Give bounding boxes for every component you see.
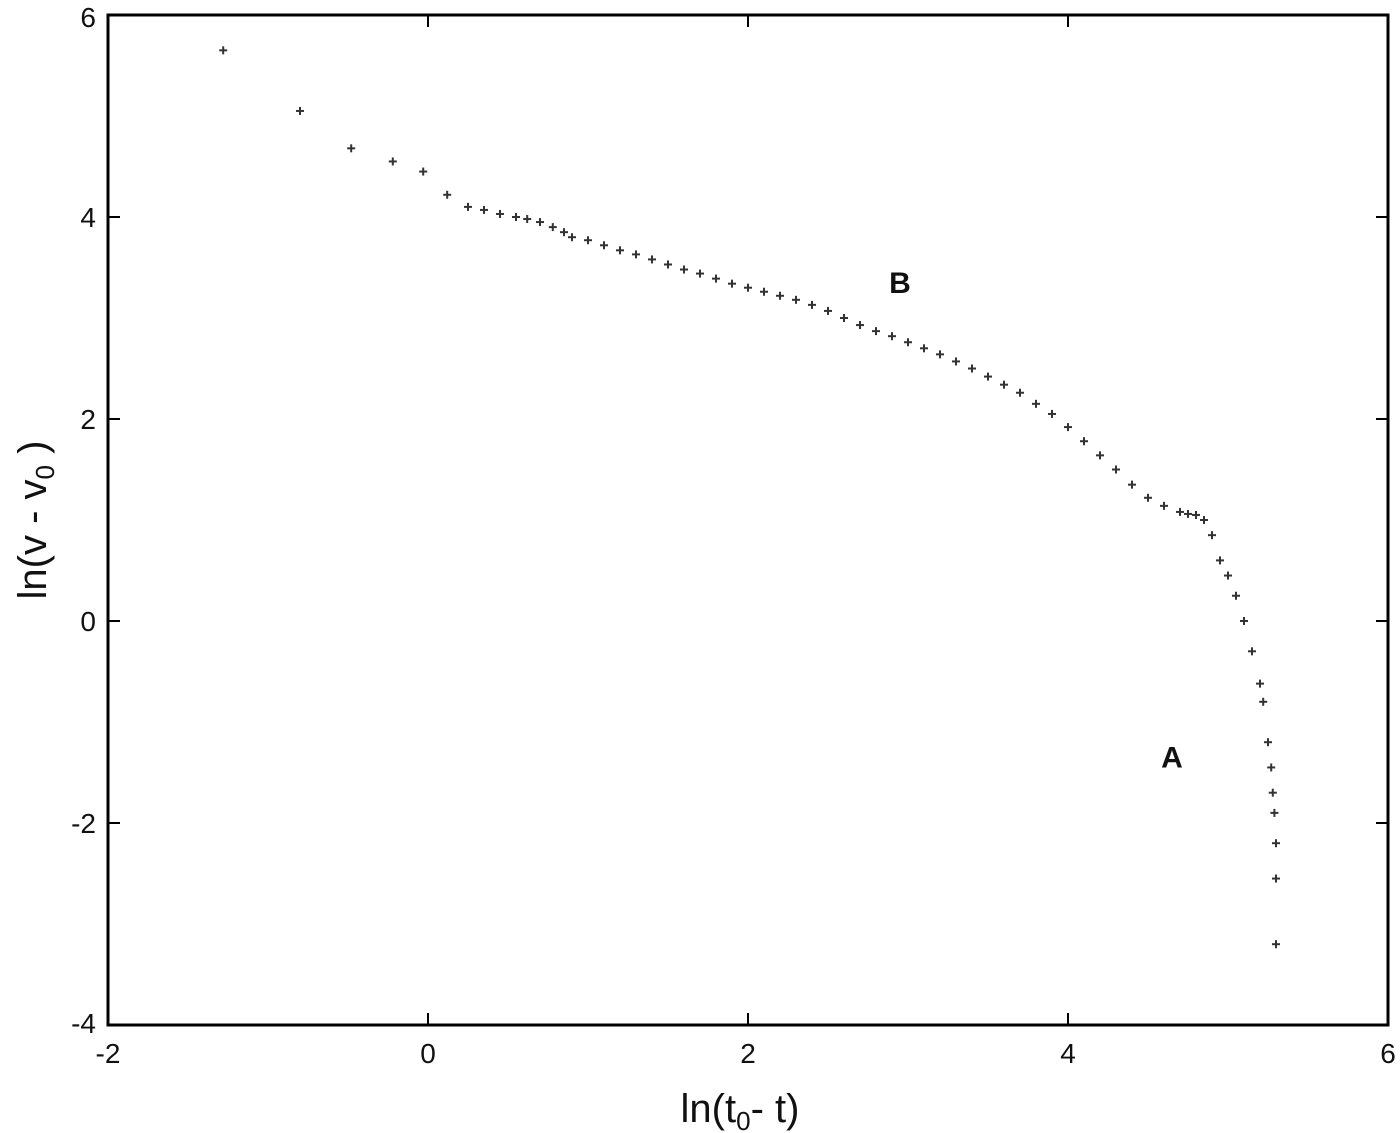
data-point (584, 236, 592, 245)
data-point (1144, 493, 1152, 502)
data-point (1176, 507, 1184, 516)
data-point (1184, 509, 1192, 518)
y-tick-label: 2 (80, 404, 96, 435)
data-point (712, 274, 720, 283)
y-tick-label: 4 (80, 202, 96, 233)
x-tick-label: 6 (1380, 1038, 1396, 1069)
annotations: BA (889, 267, 1183, 775)
data-point (1240, 617, 1248, 625)
data-point (600, 241, 608, 250)
data-point (984, 372, 992, 381)
data-point (1259, 697, 1268, 706)
data-point (696, 269, 704, 278)
data-point (904, 338, 912, 347)
data-point (936, 350, 944, 359)
x-tick-label: 2 (740, 1038, 756, 1069)
data-point (1272, 940, 1280, 949)
data-point (968, 364, 976, 373)
y-tick-label: -2 (71, 808, 96, 839)
data-point (840, 314, 848, 322)
data-point (464, 202, 472, 211)
data-point (808, 300, 816, 309)
data-point (616, 246, 624, 255)
data-point (824, 306, 832, 315)
annotation-label: A (1161, 741, 1183, 774)
data-point (548, 223, 557, 232)
data-points (219, 46, 1280, 949)
x-axis-label: ln(t0- t) (681, 1087, 800, 1133)
data-point (1272, 839, 1280, 848)
data-point (1270, 808, 1279, 817)
data-point (1080, 437, 1088, 446)
data-point (1016, 388, 1024, 397)
data-point (920, 344, 928, 353)
data-point (1048, 409, 1056, 418)
data-point (792, 295, 800, 304)
data-point (296, 106, 304, 115)
tick-marks (107, 14, 1389, 1026)
data-point (1200, 516, 1208, 524)
plot-frame (106, 13, 1390, 1027)
data-point (1256, 679, 1264, 688)
data-point (1112, 465, 1120, 474)
data-point (1128, 480, 1136, 489)
data-point (1268, 788, 1277, 797)
data-point (872, 327, 880, 336)
data-point (680, 265, 688, 274)
data-point (1160, 501, 1168, 510)
data-point (496, 209, 504, 218)
data-point (560, 228, 568, 237)
data-point (1208, 531, 1216, 540)
x-tick-label: -2 (96, 1038, 121, 1069)
data-point (1248, 647, 1256, 656)
annotation-label: B (889, 267, 911, 300)
data-point (512, 213, 520, 221)
data-point (419, 167, 428, 176)
data-point (1216, 556, 1224, 565)
x-tick-label: 0 (420, 1038, 436, 1069)
data-point (443, 190, 452, 199)
data-point (1267, 763, 1276, 772)
data-point (888, 332, 896, 341)
data-point (568, 233, 576, 242)
data-point (952, 357, 960, 366)
data-point (347, 144, 356, 153)
data-point (388, 157, 397, 166)
data-point (1272, 874, 1280, 883)
y-tick-label: 0 (80, 606, 96, 637)
data-point (664, 260, 672, 269)
data-point (1224, 571, 1232, 580)
y-tick-label: 6 (80, 2, 96, 33)
data-point (1264, 738, 1272, 747)
data-point (1096, 451, 1104, 460)
data-point (523, 215, 532, 224)
data-point (219, 46, 228, 55)
data-point (536, 218, 544, 227)
data-point (648, 255, 656, 264)
x-tick-label: 4 (1060, 1038, 1076, 1069)
data-point (760, 287, 768, 296)
data-point (1000, 380, 1008, 389)
data-point (776, 291, 784, 300)
data-point (1232, 591, 1240, 600)
data-point (480, 205, 488, 214)
data-point (1192, 510, 1200, 519)
data-point (744, 283, 752, 292)
data-point (856, 321, 864, 330)
data-point (1064, 423, 1072, 432)
data-point (632, 250, 640, 259)
y-tick-label: -4 (71, 1008, 96, 1039)
data-point (1032, 399, 1040, 408)
y-axis-label: ln(v - v0 ) (11, 441, 60, 600)
data-point (728, 279, 736, 288)
